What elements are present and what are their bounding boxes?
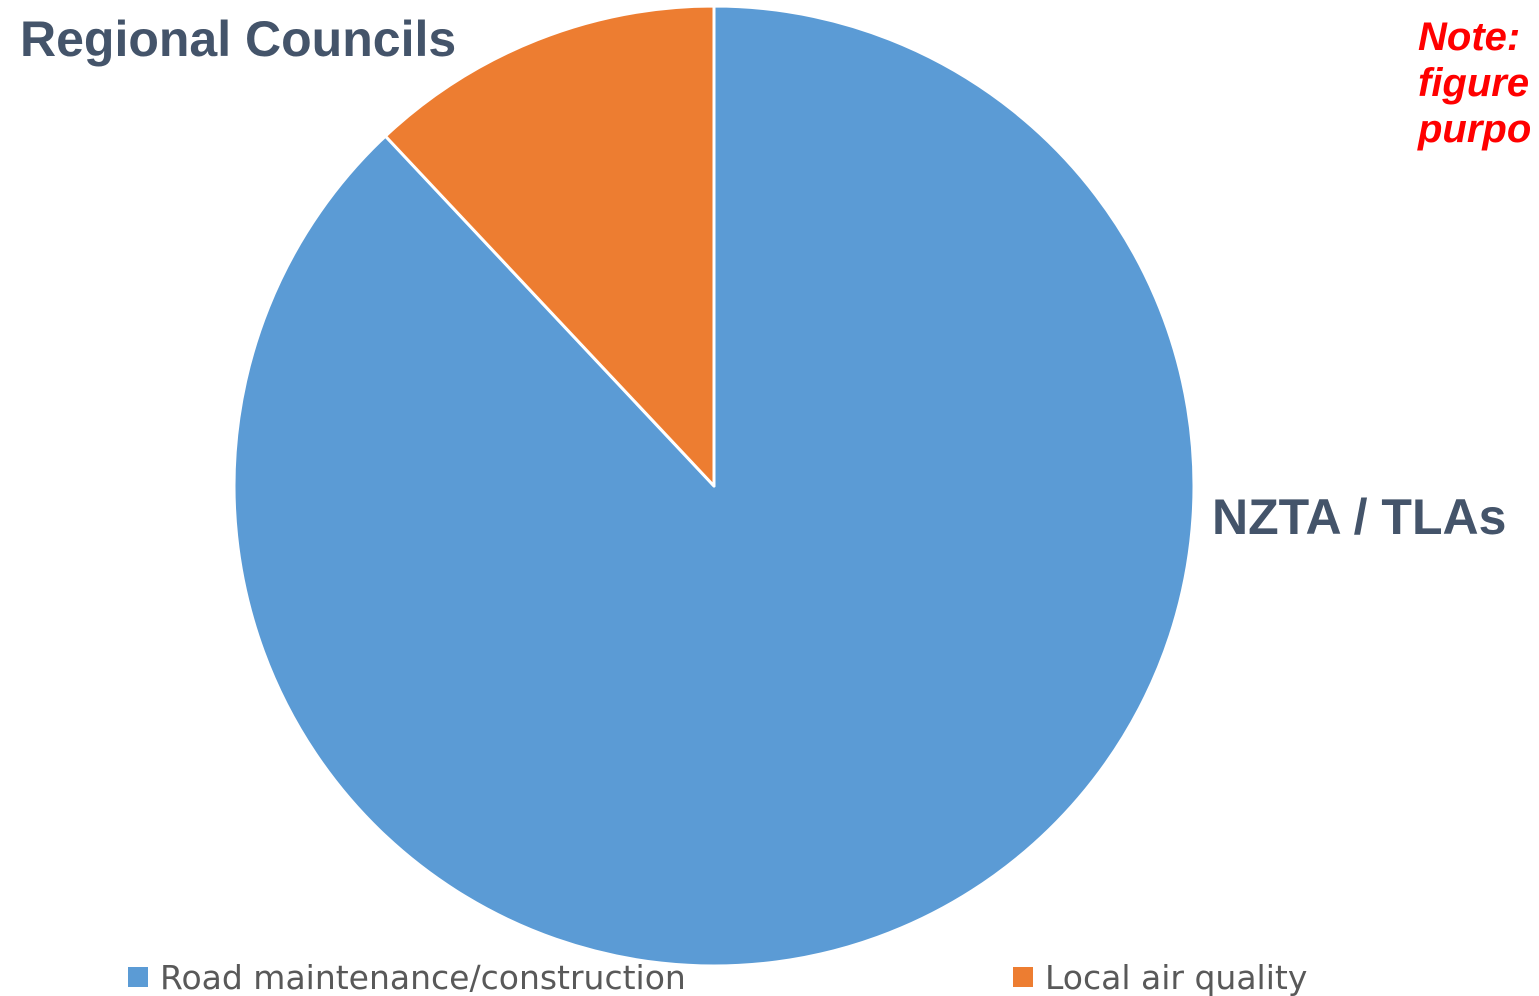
note-text: Note: figure purpo xyxy=(1418,14,1531,152)
note-line: purpo xyxy=(1418,107,1532,151)
legend-swatch-orange xyxy=(1013,967,1033,987)
slice-label-regional-councils: Regional Councils xyxy=(20,11,457,67)
pie-slice-local-air-quality xyxy=(383,4,716,488)
note-line: figure xyxy=(1418,61,1530,105)
legend-item-road-maintenance: Road maintenance/construction xyxy=(128,957,686,996)
legend-item-local-air-quality: Local air quality xyxy=(1013,957,1307,996)
legend-swatch-blue xyxy=(128,967,148,987)
slice-label-nzta-tlas: NZTA / TLAs xyxy=(1212,489,1507,545)
legend-label: Road maintenance/construction xyxy=(160,957,686,996)
legend-label: Local air quality xyxy=(1045,957,1308,996)
note-line: Note: xyxy=(1418,15,1521,59)
